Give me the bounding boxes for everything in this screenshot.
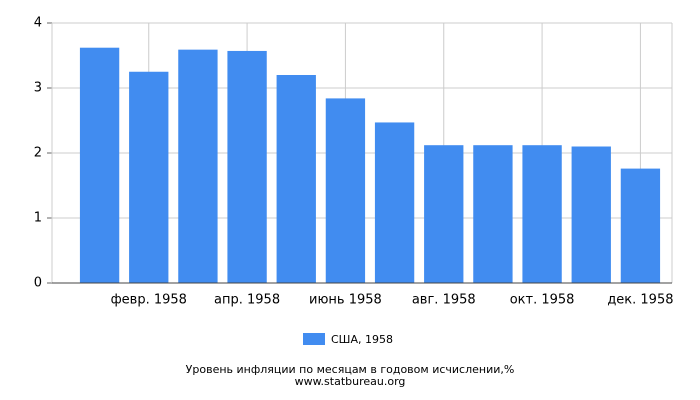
y-tick-label: 2 — [34, 146, 42, 161]
bar — [424, 145, 464, 283]
y-tick-label: 1 — [34, 211, 42, 226]
footer-caption: Уровень инфляции по месяцам в годовом ис… — [186, 363, 515, 376]
bar — [522, 145, 562, 283]
bar — [473, 145, 513, 283]
x-tick-label: окт. 1958 — [510, 293, 575, 308]
legend-label: США, 1958 — [331, 333, 393, 346]
x-tick-label: июнь 1958 — [309, 293, 382, 308]
x-tick-label: дек. 1958 — [607, 293, 673, 308]
x-tick-label: авг. 1958 — [412, 293, 476, 308]
bar — [276, 75, 316, 283]
bar — [620, 168, 661, 283]
x-tick-label: апр. 1958 — [214, 293, 280, 308]
bar — [178, 49, 218, 284]
bar — [129, 71, 169, 283]
x-tick-label: февр. 1958 — [111, 293, 187, 308]
bar — [571, 146, 611, 283]
y-tick-label: 3 — [34, 81, 42, 96]
y-tick-label: 4 — [34, 16, 42, 31]
bar — [79, 47, 120, 284]
bar — [227, 50, 267, 284]
legend-swatch — [303, 333, 325, 345]
bar — [325, 98, 366, 284]
bar — [374, 122, 415, 283]
footer-source: www.statbureau.org — [295, 375, 406, 388]
y-tick-label: 0 — [34, 276, 42, 291]
